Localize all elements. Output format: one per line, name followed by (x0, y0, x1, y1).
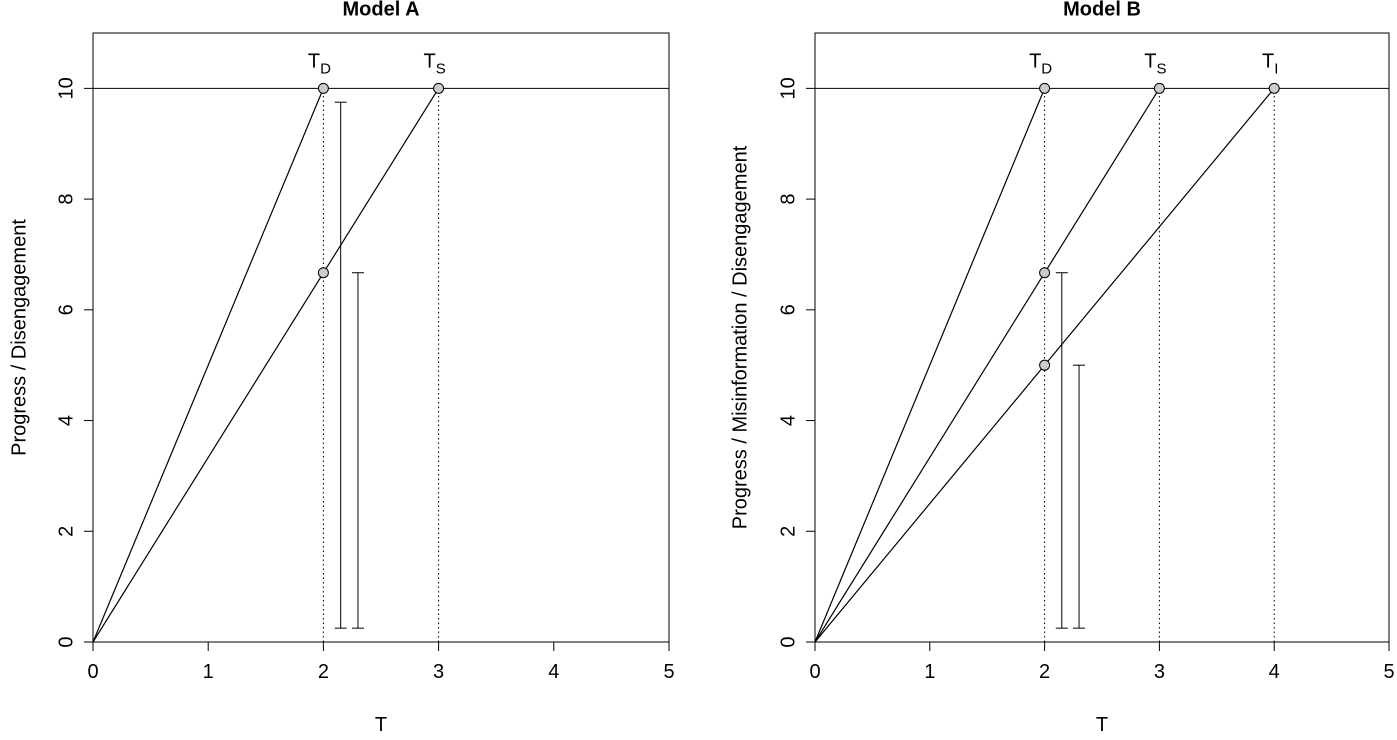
x-tick-label: 4 (548, 661, 559, 683)
line (814, 88, 1160, 643)
label-subscript: S (1157, 60, 1167, 77)
label-subscript: I (1274, 60, 1278, 77)
panel: Model A 0 1 2 3 4 5 0 2 4 6 8 10 T Progress / Disengag… (9, 0, 675, 736)
line (92, 88, 440, 643)
label-subscript: S (436, 60, 446, 77)
point (1268, 82, 1280, 94)
label-main: T (1144, 50, 1156, 72)
line (814, 88, 1046, 643)
point (1039, 82, 1051, 94)
plot-frame (814, 32, 1390, 643)
point (1039, 359, 1051, 371)
plot-frame (92, 32, 670, 643)
y-tick-label: 10 (55, 77, 77, 99)
line (92, 88, 324, 643)
y-tick-label: 10 (777, 77, 799, 99)
y-tick-label: 8 (55, 194, 77, 205)
x-tick-label: 3 (1154, 661, 1165, 683)
x-tick-label: 5 (663, 661, 674, 683)
label-main: T (1262, 50, 1274, 72)
point-label: TS (423, 50, 445, 77)
label-subscript: D (320, 60, 331, 77)
x-tick-label: 0 (809, 661, 820, 683)
y-tick-label: 0 (777, 636, 799, 647)
point (433, 82, 445, 94)
x-axis-label: T (1096, 714, 1108, 735)
chart-title: Model B (1063, 0, 1141, 20)
label-subscript: D (1041, 60, 1052, 77)
y-tick-label: 2 (55, 526, 77, 537)
y-tick-label: 4 (777, 415, 799, 426)
y-tick-label: 6 (777, 304, 799, 315)
x-axis-label: T (375, 714, 387, 735)
point-label: TI (1262, 50, 1278, 77)
point (1039, 267, 1051, 279)
point (317, 82, 329, 94)
x-tick-label: 1 (203, 661, 214, 683)
label-main: T (1029, 50, 1041, 72)
y-tick-label: 6 (55, 304, 77, 315)
point-label: TD (1029, 50, 1052, 77)
chart-title: Model A (342, 0, 419, 20)
y-tick-label: 2 (777, 526, 799, 537)
x-tick-label: 5 (1383, 661, 1394, 683)
y-tick-label: 0 (55, 636, 77, 647)
label-main: T (308, 50, 320, 72)
label-main: T (423, 50, 435, 72)
x-tick-label: 1 (924, 661, 935, 683)
point (1153, 82, 1165, 94)
y-axis-label: Progress / Disengagement (9, 219, 31, 456)
x-tick-label: 2 (1039, 661, 1050, 683)
x-tick-label: 4 (1269, 661, 1280, 683)
point-label: TS (1144, 50, 1166, 77)
x-tick-label: 2 (318, 661, 329, 683)
panel: Model B 0 1 2 3 4 5 0 2 4 6 8 10 T Progress / Misinfor… (730, 0, 1395, 736)
y-axis-label: Progress / Misinformation / Disengagemen… (730, 145, 752, 529)
y-tick-label: 8 (777, 194, 799, 205)
x-tick-label: 0 (87, 661, 98, 683)
x-tick-label: 3 (433, 661, 444, 683)
point (317, 267, 329, 279)
y-tick-label: 4 (55, 415, 77, 426)
point-label: TD (308, 50, 331, 77)
